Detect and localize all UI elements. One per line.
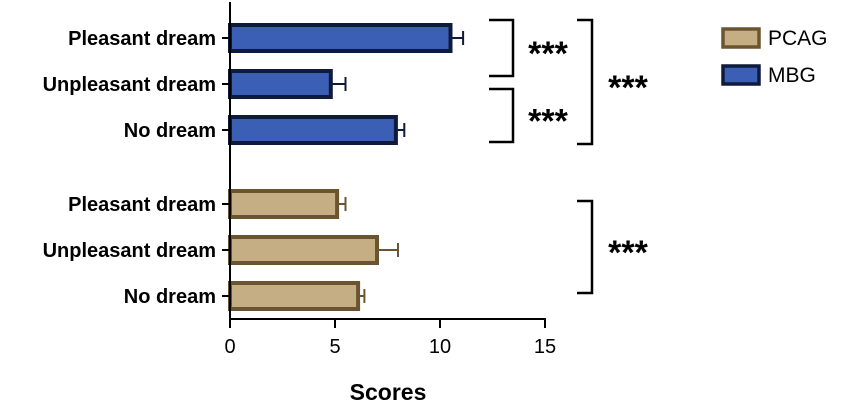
bars-layer: [228, 23, 465, 311]
legend-label-mbg: MBG: [768, 64, 816, 87]
bar-pcag-unpleasant-dream: [228, 235, 379, 265]
legend-swatch-pcag: [721, 27, 761, 49]
category-label: No dream: [124, 120, 216, 142]
significance-annotations: *** *** *** ***: [489, 18, 649, 295]
significance-stars: ***: [608, 234, 648, 272]
significance-bracket: [489, 18, 515, 78]
legend: PCAG MBG: [721, 27, 828, 87]
significance-stars: ***: [608, 69, 648, 107]
significance-stars: ***: [528, 103, 568, 141]
axis-layer: Pleasant dream Unpleasant dream No dream Pl…: [43, 2, 556, 358]
bar-mbg-no-dream: [228, 115, 398, 145]
x-tick-label: 0: [224, 336, 235, 358]
legend-swatch-mbg: [721, 64, 761, 86]
x-tick-label: 10: [429, 336, 451, 358]
category-label: Unpleasant dream: [43, 240, 216, 262]
bar-pcag-no-dream: [228, 281, 361, 311]
x-tick-label: 15: [534, 336, 556, 358]
category-label: No dream: [124, 286, 216, 308]
x-tick-label: 5: [329, 336, 340, 358]
significance-bracket: [489, 87, 515, 144]
bar-mbg-pleasant-dream: [228, 23, 453, 53]
bar-mbg-unpleasant-dream: [228, 69, 333, 99]
x-axis-label: Scores: [350, 379, 427, 405]
bar-pcag-pleasant-dream: [228, 189, 340, 219]
significance-stars: ***: [528, 35, 568, 73]
significance-bracket: [577, 199, 594, 295]
category-label: Pleasant dream: [68, 194, 216, 216]
category-label: Pleasant dream: [68, 28, 216, 50]
significance-bracket: [577, 18, 594, 146]
category-label: Unpleasant dream: [43, 74, 216, 96]
legend-label-pcag: PCAG: [768, 27, 828, 50]
